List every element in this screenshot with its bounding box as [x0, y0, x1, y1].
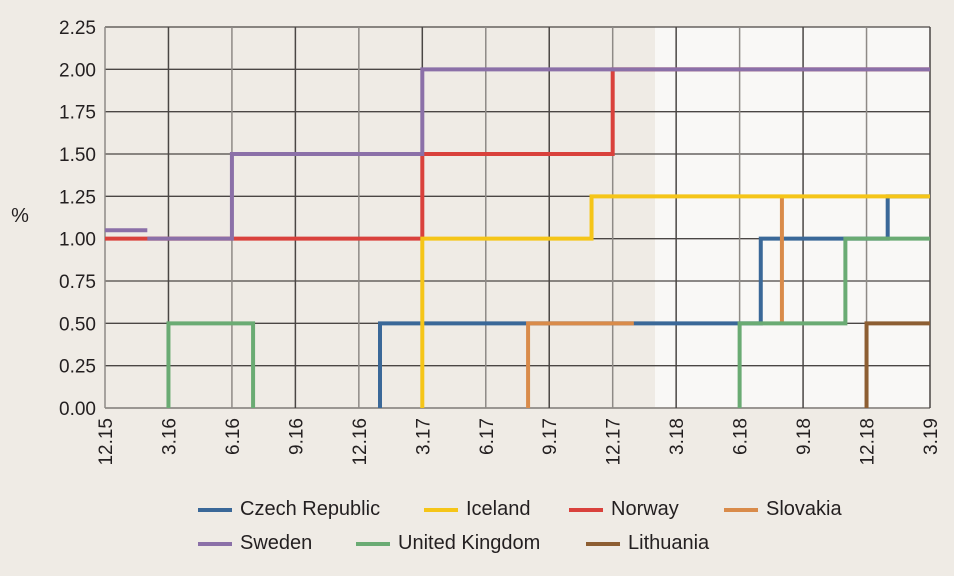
y-tick-label: 1.75	[59, 103, 96, 124]
x-tick-label: 3.19	[921, 418, 942, 455]
legend-item: United Kingdom	[356, 532, 540, 555]
y-tick-label: 1.00	[59, 230, 96, 251]
y-tick-label: 0.75	[59, 272, 96, 293]
y-tick-label: 0.00	[59, 399, 96, 420]
x-tick-label: 6.16	[223, 418, 244, 455]
legend-item: Norway	[569, 498, 679, 521]
legend-label: Czech Republic	[240, 498, 381, 520]
series-line-united-kingdom	[166, 321, 256, 408]
y-tick-label: 0.50	[59, 314, 96, 335]
x-tick-label: 3.16	[159, 418, 180, 455]
x-tick-label: 9.17	[540, 418, 561, 455]
legend-swatch	[724, 507, 758, 512]
series-line-slovakia	[526, 321, 634, 408]
legend-swatch	[569, 507, 603, 512]
x-tick-label: 3.17	[413, 418, 434, 455]
y-axis-label: %	[11, 205, 29, 227]
legend-label: United Kingdom	[398, 532, 541, 554]
y-tick-label: 1.50	[59, 145, 96, 166]
series-lines	[105, 67, 930, 408]
legend-swatch	[356, 541, 390, 546]
series-line-sweden	[147, 67, 930, 241]
y-tick-labels: 0.00 0.25 0.50 0.75 1.00 1.25 1.50 1.75 2.00 2.25	[59, 18, 96, 420]
legend-item: Czech Republic	[198, 498, 380, 521]
legend-label: Sweden	[240, 532, 313, 554]
legend-item: Iceland	[424, 498, 531, 521]
x-tick-label: 3.18	[667, 418, 688, 455]
x-tick-label: 9.16	[286, 418, 307, 455]
legend-item: Sweden	[198, 532, 312, 555]
plot-area-light	[655, 27, 930, 408]
x-tick-label: 12.16	[350, 418, 371, 466]
x-tick-label: 6.17	[477, 418, 498, 455]
legend-item: Lithuania	[586, 532, 709, 555]
x-tick-label: 12.15	[96, 418, 117, 466]
legend-label: Slovakia	[766, 498, 842, 520]
y-tick-label: 2.00	[59, 60, 96, 81]
legend-label: Iceland	[466, 498, 531, 520]
legend-swatch	[586, 541, 620, 546]
series-line-iceland	[420, 194, 930, 408]
step-line-chart: 0.00 0.25 0.50 0.75 1.00 1.25 1.50 1.75 2.00 2.25…	[11, 18, 942, 466]
x-tick-label: 12.17	[604, 418, 625, 466]
y-tick-label: 2.25	[59, 18, 96, 39]
legend-swatch	[198, 507, 232, 512]
series-line-lithuania	[864, 321, 930, 408]
x-tick-label: 6.18	[731, 418, 752, 455]
legend-swatch	[424, 507, 458, 512]
x-tick-label: 9.18	[794, 418, 815, 455]
y-tick-label: 0.25	[59, 357, 96, 378]
legend-label: Lithuania	[628, 532, 710, 554]
series-line-united-kingdom	[737, 236, 930, 408]
x-tick-labels: 12.15 3.16 6.16 9.16 12.16 3.17 6.17 9.17 12.17 3…	[96, 418, 942, 466]
x-tick-label: 12.18	[858, 418, 879, 466]
legend-label: Norway	[611, 498, 679, 520]
legend-swatch	[198, 541, 232, 546]
y-tick-label: 1.25	[59, 187, 96, 208]
legend-item: Slovakia	[724, 498, 842, 521]
